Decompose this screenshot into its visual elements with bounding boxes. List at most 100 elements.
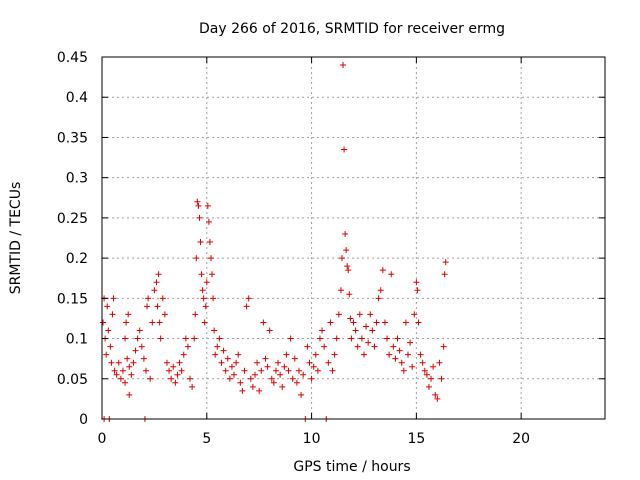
data-point — [136, 327, 143, 334]
data-point — [149, 319, 156, 326]
data-point — [249, 383, 256, 390]
data-point — [228, 363, 235, 370]
data-point — [145, 295, 152, 302]
data-point — [375, 295, 382, 302]
data-point — [214, 343, 221, 350]
x-tick-label: 20 — [512, 431, 530, 447]
data-point — [348, 335, 355, 342]
data-point — [434, 395, 441, 402]
data-point — [187, 375, 194, 382]
data-point — [170, 363, 177, 370]
data-point — [331, 351, 338, 358]
data-point — [123, 319, 130, 326]
data-point — [216, 335, 223, 342]
data-point — [346, 291, 353, 298]
data-point — [206, 239, 213, 246]
data-point — [400, 367, 407, 374]
y-tick-label: 0.35 — [57, 130, 88, 146]
y-tick-label: 0.2 — [66, 251, 88, 267]
plot-frame — [101, 56, 606, 420]
data-point — [107, 343, 114, 350]
data-point — [392, 355, 399, 362]
data-point — [209, 271, 216, 278]
data-point — [325, 359, 332, 366]
chart-title: Day 266 of 2016, SRMTID for receiver erm… — [199, 21, 505, 37]
y-tick-label: 0.4 — [66, 90, 88, 106]
data-point — [105, 327, 112, 334]
data-point — [342, 230, 349, 237]
data-point — [347, 315, 354, 322]
data-point — [128, 371, 135, 378]
data-point — [407, 339, 414, 346]
data-point — [205, 218, 212, 225]
data-point — [115, 359, 122, 366]
data-point — [159, 295, 166, 302]
data-point — [168, 375, 175, 382]
data-point — [122, 379, 129, 386]
data-point — [296, 367, 303, 374]
data-point — [277, 371, 284, 378]
data-point — [333, 335, 340, 342]
data-point — [377, 287, 384, 294]
data-point — [404, 351, 411, 358]
data-point — [340, 62, 347, 69]
data-point — [306, 359, 313, 366]
data-point — [373, 319, 380, 326]
x-tick-label: 0 — [98, 431, 107, 447]
data-point — [172, 379, 179, 386]
data-point — [119, 367, 126, 374]
data-point — [195, 202, 202, 209]
data-point — [388, 271, 395, 278]
data-point — [220, 347, 227, 354]
data-point — [367, 311, 374, 318]
data-point — [414, 287, 421, 294]
data-point — [154, 303, 161, 310]
data-point — [381, 319, 388, 326]
data-point — [272, 367, 279, 374]
data-point — [201, 319, 208, 326]
data-point — [184, 343, 191, 350]
data-point — [441, 271, 448, 278]
data-point — [415, 319, 422, 326]
y-tick-label: 0.15 — [57, 291, 88, 307]
data-point — [304, 343, 311, 350]
y-tick-label: 0.05 — [57, 372, 88, 388]
data-point — [126, 391, 133, 398]
data-point — [156, 319, 163, 326]
axis-ticks: 0 5 10 15 20 0 0.05 0.1 0.15 0.2 0.25 0.3 0.35 0.4 0.4… — [57, 50, 605, 447]
data-point — [258, 367, 265, 374]
data-point — [365, 339, 372, 346]
data-point — [226, 375, 233, 382]
data-point — [143, 367, 150, 374]
data-point — [352, 327, 359, 334]
data-point — [419, 359, 426, 366]
data-point — [256, 387, 263, 394]
data-point — [425, 383, 432, 390]
data-point — [423, 371, 430, 378]
data-point — [104, 303, 111, 310]
data-point — [432, 391, 439, 398]
data-point — [386, 351, 393, 358]
data-point — [358, 335, 365, 342]
data-point — [430, 363, 437, 370]
x-axis-label: GPS time / hours — [293, 459, 410, 475]
data-point — [354, 343, 361, 350]
data-point — [151, 287, 158, 294]
data-point — [110, 295, 117, 302]
data-point — [275, 359, 282, 366]
data-point — [243, 303, 250, 310]
data-point — [251, 371, 258, 378]
data-point — [411, 311, 418, 318]
data-point — [316, 335, 323, 342]
data-point — [180, 351, 187, 358]
data-point — [218, 359, 225, 366]
data-point — [182, 335, 189, 342]
data-point — [442, 259, 449, 266]
x-tick-label: 5 — [202, 431, 211, 447]
data-point — [231, 371, 238, 378]
data-point — [268, 375, 275, 382]
data-point — [289, 375, 296, 382]
data-point — [103, 351, 110, 358]
data-point — [335, 311, 342, 318]
data-point — [345, 267, 352, 274]
